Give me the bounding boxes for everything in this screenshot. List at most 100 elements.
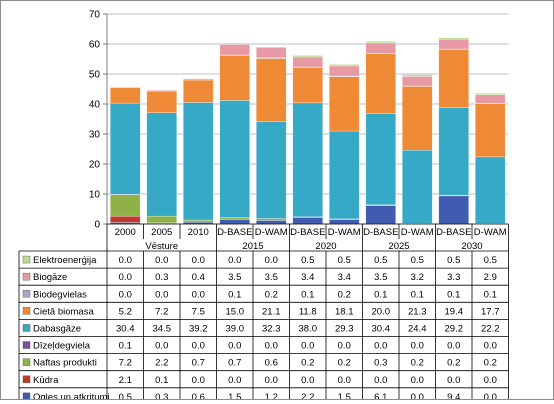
- bar-segment-kudra: [110, 216, 140, 222]
- bar-segment-dabasgaze: [475, 157, 505, 224]
- category-label: D-WAM: [474, 227, 507, 238]
- bar-segment-naftas-produkti: [183, 220, 213, 222]
- table-cell-value: 0.0: [411, 341, 424, 352]
- table-cell-value: 3.5: [265, 272, 278, 283]
- table-cell-value: 6.1: [374, 392, 387, 399]
- bar-segment-dabasgaze: [220, 100, 250, 217]
- bar-segment-elektroenergija: [439, 38, 469, 40]
- legend-label: Kūdra: [33, 375, 59, 386]
- group-label: 2015: [242, 241, 263, 252]
- bar-segment-cieta-biomasa: [256, 58, 286, 121]
- legend-key-kudra: [23, 376, 30, 383]
- category-label: D-BASE: [436, 227, 471, 238]
- bar-segment-dabasgaze: [293, 103, 323, 217]
- bar-segment-biogaze: [475, 95, 505, 104]
- table-cell-value: 21.1: [262, 306, 281, 317]
- group-label: 2030: [461, 241, 482, 252]
- table-cell-value: 0.0: [228, 255, 241, 266]
- table-cell-value: 7.2: [155, 306, 168, 317]
- legend-key-biogaze: [23, 273, 30, 280]
- bar-segment-dabasgaze: [110, 103, 140, 194]
- table-cell-value: 0.2: [411, 358, 424, 369]
- table-cell-value: 0.0: [338, 375, 351, 386]
- table-cell-value: 38.0: [299, 323, 318, 334]
- table-cell-value: 0.2: [338, 289, 351, 300]
- y-tick-label: 30: [89, 130, 101, 141]
- table-cell-value: 0.0: [447, 375, 460, 386]
- bar-segment-cieta-biomasa: [293, 67, 323, 102]
- legend-label: Dabasgāze: [33, 323, 81, 334]
- bar-segment-elektroenergija: [475, 93, 505, 95]
- table-cell-value: 0.0: [265, 255, 278, 266]
- table-cell-value: 0.1: [119, 341, 132, 352]
- table-cell-value: 29.2: [445, 323, 464, 334]
- category-label: D-BASE: [290, 227, 325, 238]
- table-cell-value: 0.0: [411, 392, 424, 399]
- table-cell-value: 9.4: [447, 392, 460, 399]
- bar-segment-cieta-biomasa: [147, 91, 177, 113]
- table-cell-value: 0.1: [411, 289, 424, 300]
- table-cell-value: 0.0: [155, 255, 168, 266]
- legend-label: Cietā biomasa: [33, 306, 94, 317]
- table-cell-value: 0.0: [192, 255, 205, 266]
- bar-segment-dabasgaze: [439, 108, 469, 196]
- bar-segment-dabasgaze: [402, 150, 432, 223]
- table-cell-value: 0.2: [265, 289, 278, 300]
- table-cell-value: 0.0: [155, 341, 168, 352]
- bar-segment-cieta-biomasa: [110, 88, 140, 104]
- table-cell-value: 0.0: [119, 255, 132, 266]
- category-label: D-BASE: [363, 227, 398, 238]
- table-cell-value: 3.5: [228, 272, 241, 283]
- legend-key-ogles-un-atkritumi: [23, 393, 30, 399]
- table-cell-value: 0.1: [155, 375, 168, 386]
- table-cell-value: 30.4: [116, 323, 135, 334]
- table-cell-value: 20.0: [372, 306, 391, 317]
- table-cell-value: 0.0: [119, 272, 132, 283]
- legend-key-dabasgaze: [23, 324, 30, 331]
- table-cell-value: 19.4: [445, 306, 464, 317]
- bar-segment-elektroenergija: [366, 41, 396, 43]
- table-cell-value: 7.2: [119, 358, 132, 369]
- legend-label: Naftas produkti: [33, 358, 97, 369]
- bar-segment-cieta-biomasa: [402, 86, 432, 150]
- bar-segment-ogles-un-atkritumi: [293, 217, 323, 224]
- category-label: 2000: [115, 227, 136, 238]
- y-tick-label: 40: [89, 100, 101, 111]
- table-cell-value: 0.5: [374, 255, 387, 266]
- bar-segment-biogaze: [439, 39, 469, 49]
- legend-label: Elektroenerģija: [33, 255, 97, 266]
- table-cell-value: 0.7: [192, 358, 205, 369]
- table-cell-value: 0.6: [265, 358, 278, 369]
- bar-segment-biogaze: [220, 45, 250, 56]
- table-cell-value: 3.4: [301, 272, 314, 283]
- category-label: D-BASE: [217, 227, 252, 238]
- table-cell-value: 0.6: [192, 392, 205, 399]
- table-cell-value: 0.3: [374, 358, 387, 369]
- table-cell-value: 29.3: [335, 323, 354, 334]
- bar-segment-cieta-biomasa: [475, 104, 505, 157]
- category-label: D-WAM: [328, 227, 361, 238]
- table-cell-value: 0.0: [265, 341, 278, 352]
- bar-segment-naftas-produkti: [147, 216, 177, 223]
- table-cell-value: 15.0: [226, 306, 245, 317]
- table-cell-value: 7.5: [192, 306, 205, 317]
- category-label: D-WAM: [255, 227, 288, 238]
- table-cell-value: 0.1: [484, 289, 497, 300]
- category-label: 2010: [188, 227, 209, 238]
- table-cell-value: 0.0: [411, 375, 424, 386]
- bar-segment-ogles-un-atkritumi: [366, 206, 396, 224]
- y-tick-label: 10: [89, 190, 101, 201]
- bar-segment-dabasgaze: [366, 114, 396, 205]
- bar-segment-ogles-un-atkritumi: [439, 196, 469, 224]
- bar-segment-cieta-biomasa: [329, 77, 359, 131]
- legend-label: Biogāze: [33, 272, 67, 283]
- table-cell-value: 0.0: [119, 289, 132, 300]
- bar-segment-cieta-biomasa: [220, 55, 250, 100]
- table-cell-value: 0.1: [374, 289, 387, 300]
- bar-segment-biogaze: [256, 47, 286, 58]
- table-cell-value: 0.5: [411, 255, 424, 266]
- table-cell-value: 3.3: [447, 272, 460, 283]
- bar-segment-dabasgaze: [147, 113, 177, 217]
